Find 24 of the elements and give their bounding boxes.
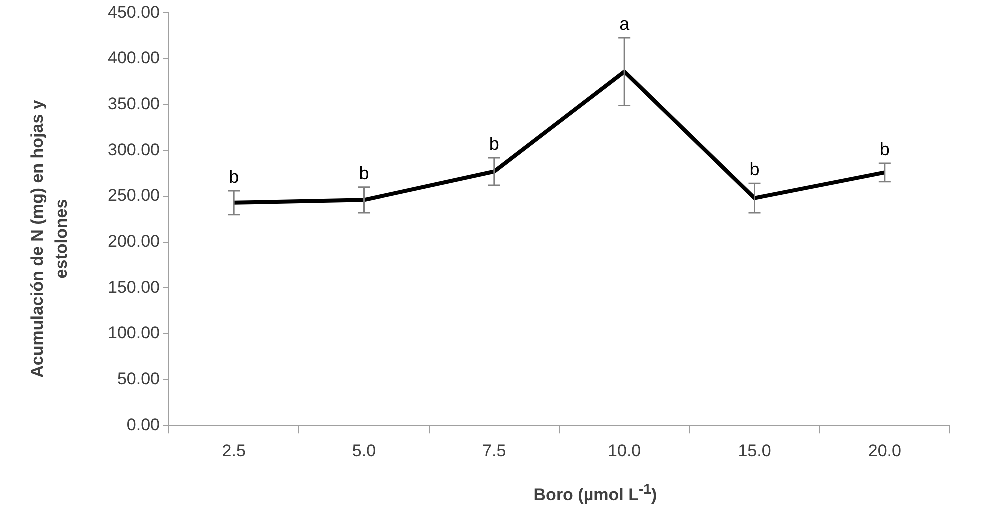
x-tick-label: 15.0 [738,441,772,460]
y-axis-title: Acumulación de N (mg) en hojas y estolones [27,99,72,380]
y-tick-label: 400.00 [108,48,160,68]
y-tick-label: 450.00 [108,2,160,22]
y-tick-label: 250.00 [108,186,160,206]
y-tick-label: 200.00 [108,232,160,251]
annotation: b [229,166,240,187]
x-tick-label: 20.0 [868,441,902,460]
annotation: b [489,134,500,154]
annotation: b [880,139,890,160]
y-tick-label: 300.00 [108,140,160,160]
annotation: a [620,14,631,34]
x-axis-title: Boro (µmol L$^{-1}$) [532,482,658,506]
y-tick-label: 150.00 [108,278,160,297]
x-tick-label: 2.5 [222,441,246,460]
x-tick-label: 7.5 [482,441,506,460]
y-tick-label: 100.00 [108,324,160,343]
x-tick-label: 10.0 [608,441,642,460]
y-tick-label: 50.00 [117,369,160,388]
x-tick-label: 5.0 [352,441,376,460]
y-tick-label: 0.00 [126,415,160,434]
y-tick-label: 350.00 [108,94,160,114]
annotation: b [750,160,760,180]
annotation: b [359,163,370,184]
